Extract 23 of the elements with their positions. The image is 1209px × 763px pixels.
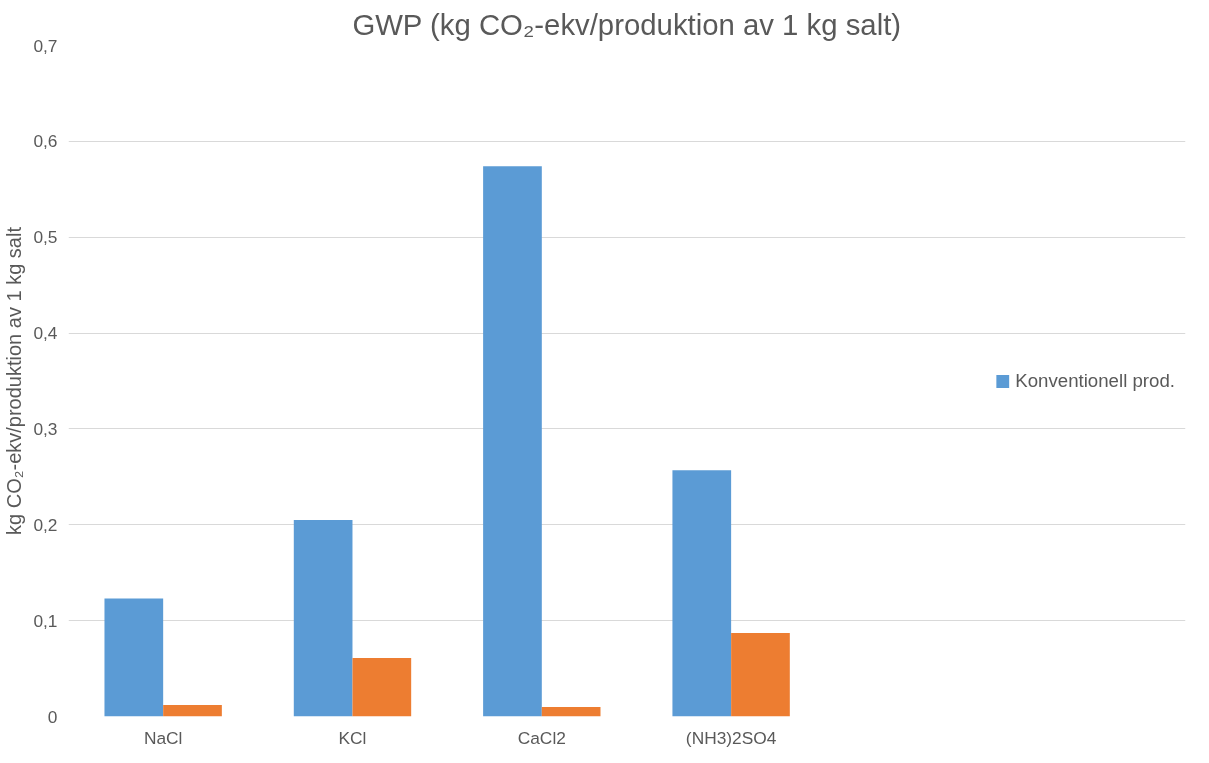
bar: [731, 633, 790, 717]
bar: [541, 706, 601, 717]
y-tick-label: 0,3: [33, 418, 58, 439]
y-tick-label: 0,2: [33, 514, 58, 535]
bar: [483, 166, 542, 717]
chart-title: GWP (kg CO₂-ekv/produktion av 1 kg salt): [352, 7, 902, 41]
y-tick-label: 0: [47, 706, 58, 727]
y-tick-label: 0,6: [33, 131, 58, 152]
y-tick-label: 0,7: [33, 35, 58, 56]
bar: [104, 598, 164, 717]
y-tick-label: 0,5: [33, 227, 58, 248]
bar: [163, 705, 222, 717]
bar: [293, 519, 353, 717]
x-tick-label: NaCl: [143, 727, 183, 748]
legend-label: Konventionell prod.: [1015, 369, 1175, 392]
x-tick-label: CaCl2: [517, 727, 566, 748]
y-axis-title: kg CO₂-ekv/produktion av 1 kg salt: [3, 226, 26, 535]
bar: [672, 470, 732, 717]
y-tick-label: 0,1: [33, 610, 58, 631]
bar: [352, 658, 412, 717]
x-tick-label: KCl: [338, 727, 367, 748]
x-tick-label: (NH3)2SO4: [685, 727, 777, 748]
y-tick-label: 0,4: [33, 323, 58, 344]
